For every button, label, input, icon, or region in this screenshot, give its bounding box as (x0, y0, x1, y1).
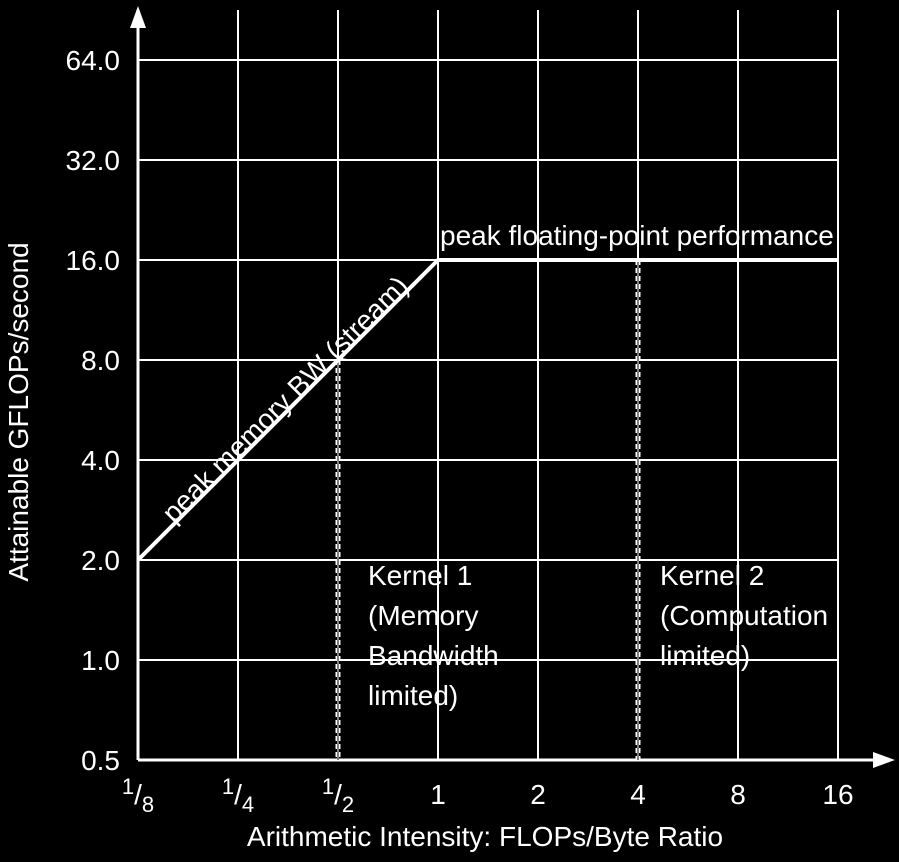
kernel-label: limited) (660, 640, 750, 671)
y-tick-label: 8.0 (81, 345, 120, 376)
kernel-label: Bandwidth (368, 640, 499, 671)
kernel-label: (Computation (660, 600, 828, 631)
y-tick-label: 32.0 (66, 145, 121, 176)
x-tick-label: 1/8 (122, 774, 154, 817)
y-tick-label: 4.0 (81, 445, 120, 476)
x-tick-label: 4 (630, 779, 646, 810)
y-tick-label: 16.0 (66, 245, 121, 276)
y-tick-label: 1.0 (81, 645, 120, 676)
y-axis-arrow (130, 6, 146, 28)
y-tick-label: 64.0 (66, 45, 121, 76)
x-tick-label: 1/4 (222, 774, 254, 817)
roofline (136, 258, 838, 562)
y-tick-label: 0.5 (81, 745, 120, 776)
x-tick-label: 1/2 (322, 774, 354, 817)
y-axis-title: Attainable GFLOPs/second (3, 242, 34, 581)
kernel-label: (Memory (368, 600, 478, 631)
kernel-label: Kernel 2 (660, 560, 764, 591)
x-tick-label: 1 (430, 779, 446, 810)
x-axis-arrow (873, 752, 895, 768)
x-tick-label: 8 (730, 779, 746, 810)
x-axis-title: Arithmetic Intensity: FLOPs/Byte Ratio (247, 821, 723, 852)
peak-fp-label: peak floating-point performance (440, 220, 834, 251)
y-tick-label: 2.0 (81, 545, 120, 576)
kernel-label: Kernel 1 (368, 560, 472, 591)
x-tick-label: 16 (822, 779, 853, 810)
x-tick-label: 2 (530, 779, 546, 810)
kernel-label: limited) (368, 680, 458, 711)
